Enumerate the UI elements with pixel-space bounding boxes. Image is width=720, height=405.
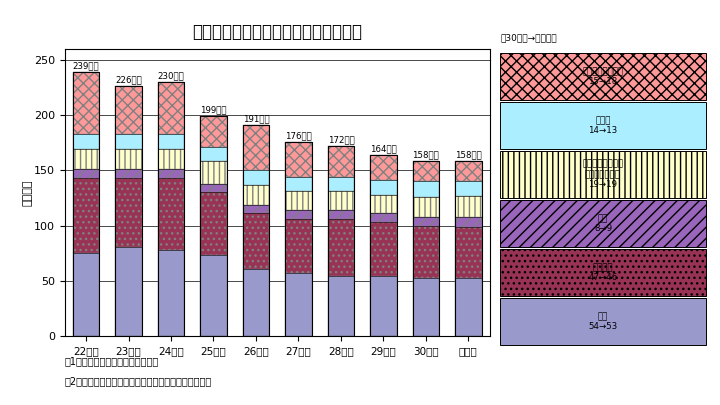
Text: シカ
54→53: シカ 54→53 (588, 312, 618, 331)
Bar (413, 181, 439, 197)
Text: 176億円: 176億円 (285, 131, 312, 140)
Bar (285, 141, 312, 177)
Bar (73, 134, 99, 149)
Bar (158, 149, 184, 169)
Bar (200, 183, 227, 192)
Bar (243, 125, 269, 336)
Text: 注1：都道府県からの報告による。: 注1：都道府県からの報告による。 (65, 356, 159, 367)
Bar (413, 217, 439, 226)
Text: イノシシ
47→46: イノシシ 47→46 (588, 263, 618, 282)
Bar (413, 162, 439, 336)
Bar (158, 82, 184, 336)
Bar (158, 169, 184, 178)
Bar (370, 155, 397, 180)
Bar (115, 86, 142, 336)
Bar (243, 213, 269, 269)
Bar (73, 178, 99, 253)
Bar (413, 162, 439, 181)
Bar (115, 169, 142, 178)
Bar (455, 227, 482, 277)
Bar (115, 149, 142, 169)
Bar (285, 141, 312, 336)
Bar (73, 149, 99, 169)
Bar (455, 162, 482, 181)
Bar (328, 191, 354, 210)
Bar (370, 213, 397, 222)
Text: 172億円: 172億円 (328, 135, 354, 144)
Bar (158, 134, 184, 149)
Bar (200, 162, 227, 183)
Bar (200, 116, 227, 147)
Bar (328, 177, 354, 191)
Bar (370, 180, 397, 194)
Bar (158, 250, 184, 336)
Bar (413, 226, 439, 277)
Bar (73, 72, 99, 134)
Bar (285, 273, 312, 336)
Bar (158, 82, 184, 134)
Bar (370, 222, 397, 277)
Bar (370, 277, 397, 336)
Bar (328, 219, 354, 277)
Text: 注2：ラウンドの関係で合計が一致しない場合がある。: 注2：ラウンドの関係で合計が一致しない場合がある。 (65, 377, 212, 387)
Bar (200, 147, 227, 162)
Bar (243, 205, 269, 213)
Text: 226億円: 226億円 (115, 76, 142, 85)
Bar (328, 210, 354, 219)
Bar (328, 277, 354, 336)
Text: 164億円: 164億円 (370, 144, 397, 153)
Bar (115, 247, 142, 336)
Text: （30年度→元年度）: （30年度→元年度） (500, 34, 557, 43)
Bar (115, 86, 142, 134)
Bar (73, 169, 99, 178)
Bar (285, 210, 312, 219)
Bar (328, 146, 354, 177)
Bar (455, 162, 482, 336)
Bar (413, 197, 439, 217)
Text: カラス以外の鳥類
15→18: カラス以外の鳥類 15→18 (582, 67, 624, 86)
Y-axis label: 〈億円〉: 〈億円〉 (22, 179, 32, 206)
Text: 158億円: 158億円 (413, 151, 439, 160)
Bar (455, 217, 482, 227)
Text: 158億円: 158億円 (455, 151, 482, 160)
Bar (370, 155, 397, 336)
Bar (243, 170, 269, 185)
Bar (73, 253, 99, 336)
Text: 199億円: 199億円 (200, 105, 227, 114)
Bar (455, 196, 482, 217)
Bar (328, 146, 354, 336)
Title: 野生鳥獣による農作物被害金額の推移: 野生鳥獣による農作物被害金額の推移 (192, 23, 362, 41)
Text: シカ、イノシシ、
サル以外の獣類
19→19: シカ、イノシシ、 サル以外の獣類 19→19 (582, 160, 624, 190)
Bar (370, 194, 397, 213)
Bar (285, 219, 312, 273)
Bar (200, 116, 227, 336)
Bar (200, 256, 227, 336)
Bar (115, 134, 142, 149)
Bar (243, 185, 269, 205)
Bar (285, 177, 312, 191)
Bar (455, 277, 482, 336)
Bar (243, 269, 269, 336)
Bar (455, 181, 482, 196)
Text: カラス
14→13: カラス 14→13 (588, 116, 618, 135)
Text: 230億円: 230億円 (158, 71, 184, 80)
Bar (285, 191, 312, 210)
Text: サル
8→9: サル 8→9 (594, 214, 612, 233)
Text: 191億円: 191億円 (243, 114, 269, 123)
Bar (115, 178, 142, 247)
Text: 239億円: 239億円 (73, 61, 99, 70)
Bar (200, 192, 227, 256)
Bar (413, 277, 439, 336)
Bar (158, 178, 184, 250)
Bar (73, 72, 99, 336)
Bar (243, 125, 269, 170)
